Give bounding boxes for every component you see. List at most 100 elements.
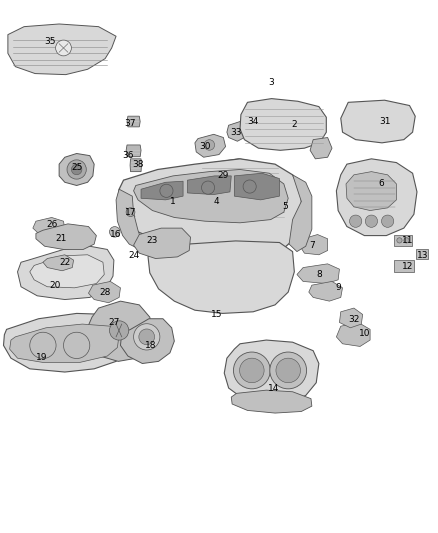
Polygon shape [8, 24, 116, 75]
Polygon shape [141, 181, 183, 200]
Polygon shape [18, 246, 114, 300]
Circle shape [243, 180, 256, 193]
Text: 27: 27 [108, 318, 120, 327]
Text: 7: 7 [309, 241, 315, 249]
Circle shape [56, 40, 71, 56]
Polygon shape [224, 340, 319, 404]
Circle shape [67, 160, 86, 179]
Circle shape [201, 181, 215, 194]
Circle shape [110, 321, 129, 340]
Text: 32: 32 [348, 316, 360, 324]
Polygon shape [277, 200, 297, 217]
Polygon shape [309, 281, 343, 301]
Circle shape [404, 238, 409, 243]
Text: 13: 13 [417, 252, 428, 260]
Polygon shape [126, 145, 141, 157]
Text: 12: 12 [402, 262, 413, 271]
Polygon shape [240, 99, 326, 150]
Text: 21: 21 [56, 235, 67, 243]
Text: 14: 14 [268, 384, 279, 392]
Text: 2: 2 [292, 120, 297, 128]
Circle shape [110, 227, 120, 237]
Bar [394, 260, 414, 272]
Text: 22: 22 [59, 258, 71, 266]
Circle shape [381, 215, 394, 228]
Text: 24: 24 [128, 252, 139, 260]
Text: 25: 25 [71, 164, 82, 172]
Text: 23: 23 [147, 237, 158, 245]
Bar [416, 249, 428, 259]
Text: 11: 11 [402, 237, 413, 245]
Polygon shape [300, 235, 328, 255]
Bar [394, 235, 412, 246]
Polygon shape [195, 134, 226, 157]
Polygon shape [336, 322, 370, 346]
Text: 36: 36 [122, 151, 134, 160]
Text: 38: 38 [132, 160, 144, 168]
Text: 18: 18 [145, 341, 157, 350]
Circle shape [276, 358, 300, 383]
Text: 1: 1 [170, 197, 176, 206]
Polygon shape [134, 169, 288, 223]
Polygon shape [134, 228, 191, 259]
Polygon shape [36, 224, 96, 249]
Text: 4: 4 [213, 197, 219, 206]
Polygon shape [148, 241, 294, 313]
Text: 35: 35 [45, 37, 56, 46]
Text: 34: 34 [247, 117, 259, 126]
Polygon shape [196, 159, 281, 197]
Polygon shape [127, 116, 140, 127]
Circle shape [365, 215, 378, 228]
Text: 20: 20 [49, 281, 60, 289]
Circle shape [134, 324, 160, 350]
Circle shape [64, 332, 90, 359]
Text: 33: 33 [230, 128, 241, 136]
Polygon shape [59, 154, 94, 185]
Polygon shape [117, 159, 301, 257]
Polygon shape [30, 255, 104, 288]
Polygon shape [10, 324, 119, 362]
Text: 30: 30 [199, 142, 211, 151]
Text: 37: 37 [125, 119, 136, 128]
Polygon shape [227, 122, 245, 141]
Text: 15: 15 [211, 310, 223, 319]
Text: 6: 6 [378, 180, 384, 188]
Circle shape [240, 358, 264, 383]
Text: 31: 31 [379, 117, 390, 126]
Circle shape [71, 164, 82, 175]
Text: 29: 29 [218, 172, 229, 180]
Polygon shape [87, 301, 152, 361]
Polygon shape [187, 176, 231, 195]
Polygon shape [120, 319, 174, 364]
Circle shape [160, 184, 173, 197]
Text: 5: 5 [282, 203, 288, 211]
Text: 9: 9 [335, 284, 341, 292]
Polygon shape [116, 189, 142, 248]
Text: 28: 28 [99, 288, 111, 296]
Text: 17: 17 [125, 208, 136, 216]
Polygon shape [234, 173, 279, 200]
Text: 10: 10 [359, 329, 370, 337]
Circle shape [204, 140, 215, 150]
Circle shape [350, 215, 362, 228]
Circle shape [126, 208, 135, 216]
Polygon shape [130, 159, 141, 172]
Circle shape [30, 332, 56, 359]
Circle shape [270, 352, 307, 389]
Polygon shape [310, 138, 332, 159]
Polygon shape [4, 313, 129, 372]
Text: 8: 8 [317, 270, 323, 279]
Circle shape [233, 352, 270, 389]
Polygon shape [346, 172, 396, 211]
Circle shape [139, 329, 155, 345]
Polygon shape [88, 281, 120, 303]
Polygon shape [33, 217, 65, 235]
Polygon shape [246, 109, 262, 128]
Text: 3: 3 [268, 78, 274, 87]
Polygon shape [339, 308, 363, 328]
Circle shape [397, 238, 402, 243]
Polygon shape [297, 264, 339, 284]
Polygon shape [231, 390, 312, 413]
Text: 16: 16 [110, 230, 122, 239]
Polygon shape [341, 100, 415, 143]
